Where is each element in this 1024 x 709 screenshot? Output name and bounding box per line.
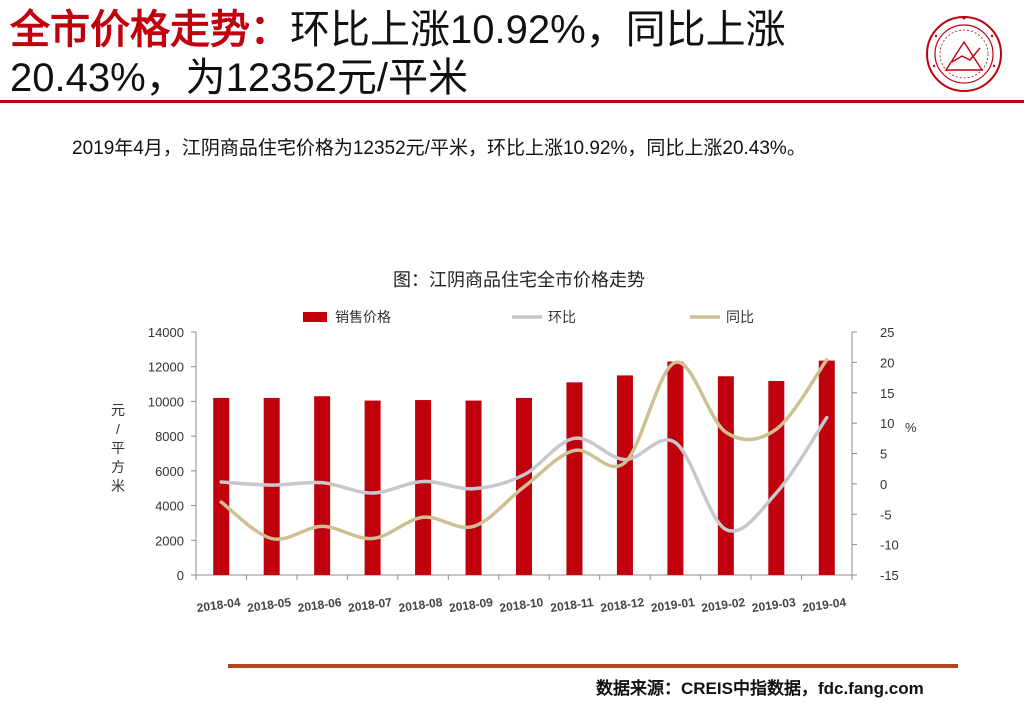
left-tick-label-0: 0 — [177, 568, 184, 583]
bar-3 — [364, 400, 381, 575]
x-tick-label-6: 2018-10 — [499, 595, 545, 615]
left-axis-label: 元/平方米 — [111, 402, 125, 494]
bar-10 — [717, 376, 734, 575]
bar-7 — [566, 382, 583, 575]
legend-label-1: 环比 — [548, 309, 576, 325]
x-tick-label-11: 2019-03 — [751, 595, 797, 615]
x-tick-label-8: 2018-12 — [600, 595, 646, 615]
left-tick-label-5: 10000 — [148, 394, 184, 409]
bar-11 — [768, 380, 785, 575]
footer-divider — [228, 664, 958, 668]
title-rest: 环比上涨10.92%，同比上涨20.43%，为12352元/平米 — [10, 8, 786, 100]
x-tick-label-0: 2018-04 — [196, 595, 242, 615]
x-tick-label-4: 2018-08 — [398, 595, 444, 615]
chart-title: 图：江阴商品住宅全市价格走势 — [393, 270, 645, 290]
bar-2 — [314, 396, 331, 575]
legend-swatch-0 — [303, 312, 327, 322]
page-title: 全市价格走势：环比上涨10.92%，同比上涨20.43%，为12352元/平米 — [10, 6, 890, 102]
left-tick-label-7: 14000 — [148, 325, 184, 340]
right-tick-label-0: -15 — [880, 568, 899, 583]
right-tick-label-6: 15 — [880, 386, 894, 401]
title-highlight: 全市价格走势： — [10, 8, 290, 52]
right-tick-label-8: 25 — [880, 325, 894, 340]
right-tick-label-2: -5 — [880, 507, 892, 522]
bar-9 — [667, 361, 684, 575]
left-tick-label-3: 6000 — [155, 464, 184, 479]
legend-label-0: 销售价格 — [335, 309, 391, 325]
x-tick-label-7: 2018-11 — [549, 595, 594, 615]
left-tick-label-1: 2000 — [155, 533, 184, 548]
mom-line — [219, 415, 829, 533]
title-divider — [0, 100, 1024, 103]
right-tick-label-3: 0 — [880, 477, 887, 492]
x-tick-label-3: 2018-07 — [347, 595, 393, 615]
left-tick-label-4: 8000 — [155, 429, 184, 444]
right-tick-label-7: 20 — [880, 355, 894, 370]
china-index-academy-logo-icon — [926, 16, 1002, 92]
bar-12 — [818, 360, 835, 575]
summary-text: 2019年4月，江阴商品住宅价格为12352元/平米，环比上涨10.92%，同比… — [72, 138, 806, 159]
bar-8 — [616, 375, 633, 575]
left-tick-label-6: 12000 — [148, 360, 184, 375]
bar-0 — [213, 397, 230, 575]
data-source: 数据来源：CREIS中指数据，fdc.fang.com — [596, 679, 924, 698]
yoy-line — [219, 358, 829, 541]
right-tick-label-1: -10 — [880, 538, 899, 553]
x-tick-label-5: 2018-09 — [448, 595, 494, 615]
x-tick-label-12: 2019-04 — [801, 595, 847, 615]
left-tick-label-2: 4000 — [155, 499, 184, 514]
bar-4 — [415, 400, 432, 575]
right-tick-label-5: 10 — [880, 416, 894, 431]
x-tick-label-2: 2018-06 — [297, 595, 343, 615]
x-tick-label-9: 2019-01 — [650, 595, 696, 615]
right-axis-label: % — [905, 420, 917, 435]
legend-label-2: 同比 — [726, 309, 754, 325]
right-tick-label-4: 5 — [880, 447, 887, 462]
x-tick-label-1: 2018-05 — [246, 595, 292, 615]
x-tick-label-10: 2019-02 — [701, 595, 747, 615]
